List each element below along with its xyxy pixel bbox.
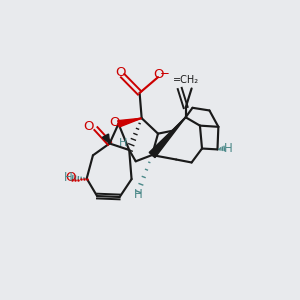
Polygon shape (102, 134, 110, 143)
Text: O: O (115, 66, 125, 79)
Polygon shape (149, 117, 186, 158)
Text: H: H (134, 188, 142, 201)
Text: H: H (224, 142, 232, 155)
Text: O: O (110, 116, 120, 129)
Text: O: O (65, 171, 76, 184)
Text: −: − (160, 67, 170, 80)
Polygon shape (118, 118, 142, 127)
Text: H: H (118, 138, 127, 148)
Text: O: O (83, 120, 94, 133)
Text: O: O (153, 68, 163, 81)
Text: H: H (64, 171, 73, 184)
Text: =CH₂: =CH₂ (172, 75, 199, 85)
